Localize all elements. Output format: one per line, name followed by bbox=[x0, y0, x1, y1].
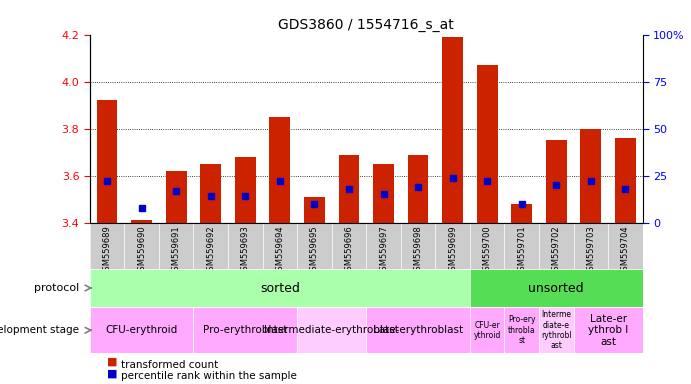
Text: sorted: sorted bbox=[260, 281, 300, 295]
Text: ■: ■ bbox=[107, 368, 117, 378]
Text: GSM559692: GSM559692 bbox=[206, 225, 216, 276]
Bar bbox=[297, 307, 366, 353]
Text: GSM559691: GSM559691 bbox=[171, 225, 181, 276]
Bar bbox=[408, 154, 428, 223]
Text: GSM559693: GSM559693 bbox=[240, 225, 250, 276]
Text: GSM559701: GSM559701 bbox=[517, 225, 527, 276]
Text: Interme
diate-e
rythrobl
ast: Interme diate-e rythrobl ast bbox=[541, 310, 571, 350]
Bar bbox=[200, 164, 221, 223]
Bar bbox=[511, 204, 532, 223]
Text: percentile rank within the sample: percentile rank within the sample bbox=[121, 371, 297, 381]
Text: GSM559700: GSM559700 bbox=[482, 225, 492, 276]
Bar bbox=[442, 37, 463, 223]
Text: GSM559703: GSM559703 bbox=[586, 225, 596, 276]
Bar bbox=[504, 307, 539, 353]
Text: Intermediate-erythroblast: Intermediate-erythroblast bbox=[264, 325, 399, 335]
Text: GSM559694: GSM559694 bbox=[275, 225, 285, 276]
Bar bbox=[90, 269, 470, 307]
Text: GSM559696: GSM559696 bbox=[344, 225, 354, 276]
Text: GSM559702: GSM559702 bbox=[551, 225, 561, 276]
Text: transformed count: transformed count bbox=[121, 360, 218, 370]
Text: GSM559697: GSM559697 bbox=[379, 225, 388, 276]
Text: GSM559699: GSM559699 bbox=[448, 225, 457, 276]
Bar bbox=[615, 138, 636, 223]
Text: protocol: protocol bbox=[34, 283, 79, 293]
Text: GSM559689: GSM559689 bbox=[102, 225, 112, 276]
Text: unsorted: unsorted bbox=[529, 281, 584, 295]
Text: GSM559704: GSM559704 bbox=[621, 225, 630, 276]
Text: Pro-erythroblast: Pro-erythroblast bbox=[203, 325, 287, 335]
Bar bbox=[166, 171, 187, 223]
Bar bbox=[539, 307, 574, 353]
Bar bbox=[339, 154, 359, 223]
Text: Pro-ery
throbla
st: Pro-ery throbla st bbox=[508, 315, 536, 345]
Bar bbox=[235, 157, 256, 223]
Text: development stage: development stage bbox=[0, 325, 79, 335]
Text: Late-er
ythrob l
ast: Late-er ythrob l ast bbox=[588, 314, 628, 347]
Text: ■: ■ bbox=[107, 357, 117, 367]
Text: GSM559695: GSM559695 bbox=[310, 225, 319, 276]
Bar bbox=[366, 307, 470, 353]
Bar bbox=[304, 197, 325, 223]
Bar bbox=[546, 141, 567, 223]
Bar bbox=[97, 101, 117, 223]
Bar bbox=[131, 220, 152, 223]
Bar bbox=[193, 307, 297, 353]
Bar bbox=[477, 65, 498, 223]
Text: GSM559698: GSM559698 bbox=[413, 225, 423, 276]
Title: GDS3860 / 1554716_s_at: GDS3860 / 1554716_s_at bbox=[278, 18, 454, 32]
Bar bbox=[470, 269, 643, 307]
Bar bbox=[580, 129, 601, 223]
Bar bbox=[574, 307, 643, 353]
Text: GSM559690: GSM559690 bbox=[137, 225, 146, 276]
Bar bbox=[269, 117, 290, 223]
Bar bbox=[90, 307, 193, 353]
Text: CFU-er
ythroid: CFU-er ythroid bbox=[473, 321, 501, 340]
Bar bbox=[373, 164, 394, 223]
Bar bbox=[470, 307, 504, 353]
Text: CFU-erythroid: CFU-erythroid bbox=[106, 325, 178, 335]
Text: Late-erythroblast: Late-erythroblast bbox=[373, 325, 463, 335]
